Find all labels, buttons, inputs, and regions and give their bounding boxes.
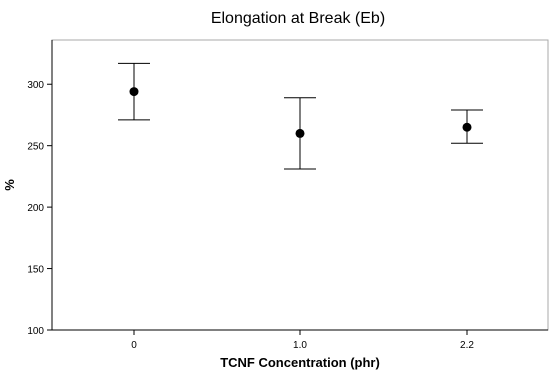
y-tick-label: 150	[27, 265, 44, 276]
data-marks	[118, 62, 483, 170]
x-axis-label: TCNF Concentration (phr)	[220, 355, 380, 370]
y-tick-label: 250	[27, 142, 44, 153]
y-axis-ticks: 100 150 200 250 300	[27, 80, 52, 337]
y-tick-label: 100	[27, 326, 44, 337]
y-axis-label: %	[2, 179, 17, 191]
x-tick-label: 1.0	[293, 340, 307, 351]
data-point	[295, 128, 305, 138]
x-tick-label: 2.2	[460, 340, 474, 351]
x-tick-label: 0	[131, 340, 137, 351]
chart-title: Elongation at Break (Eb)	[211, 10, 385, 27]
data-point	[129, 87, 139, 97]
plot-area	[51, 39, 549, 331]
data-point	[462, 122, 472, 132]
y-tick-label: 200	[27, 203, 44, 214]
y-tick-label: 300	[27, 80, 44, 91]
x-axis-ticks: 0 1.0 2.2	[131, 330, 474, 351]
